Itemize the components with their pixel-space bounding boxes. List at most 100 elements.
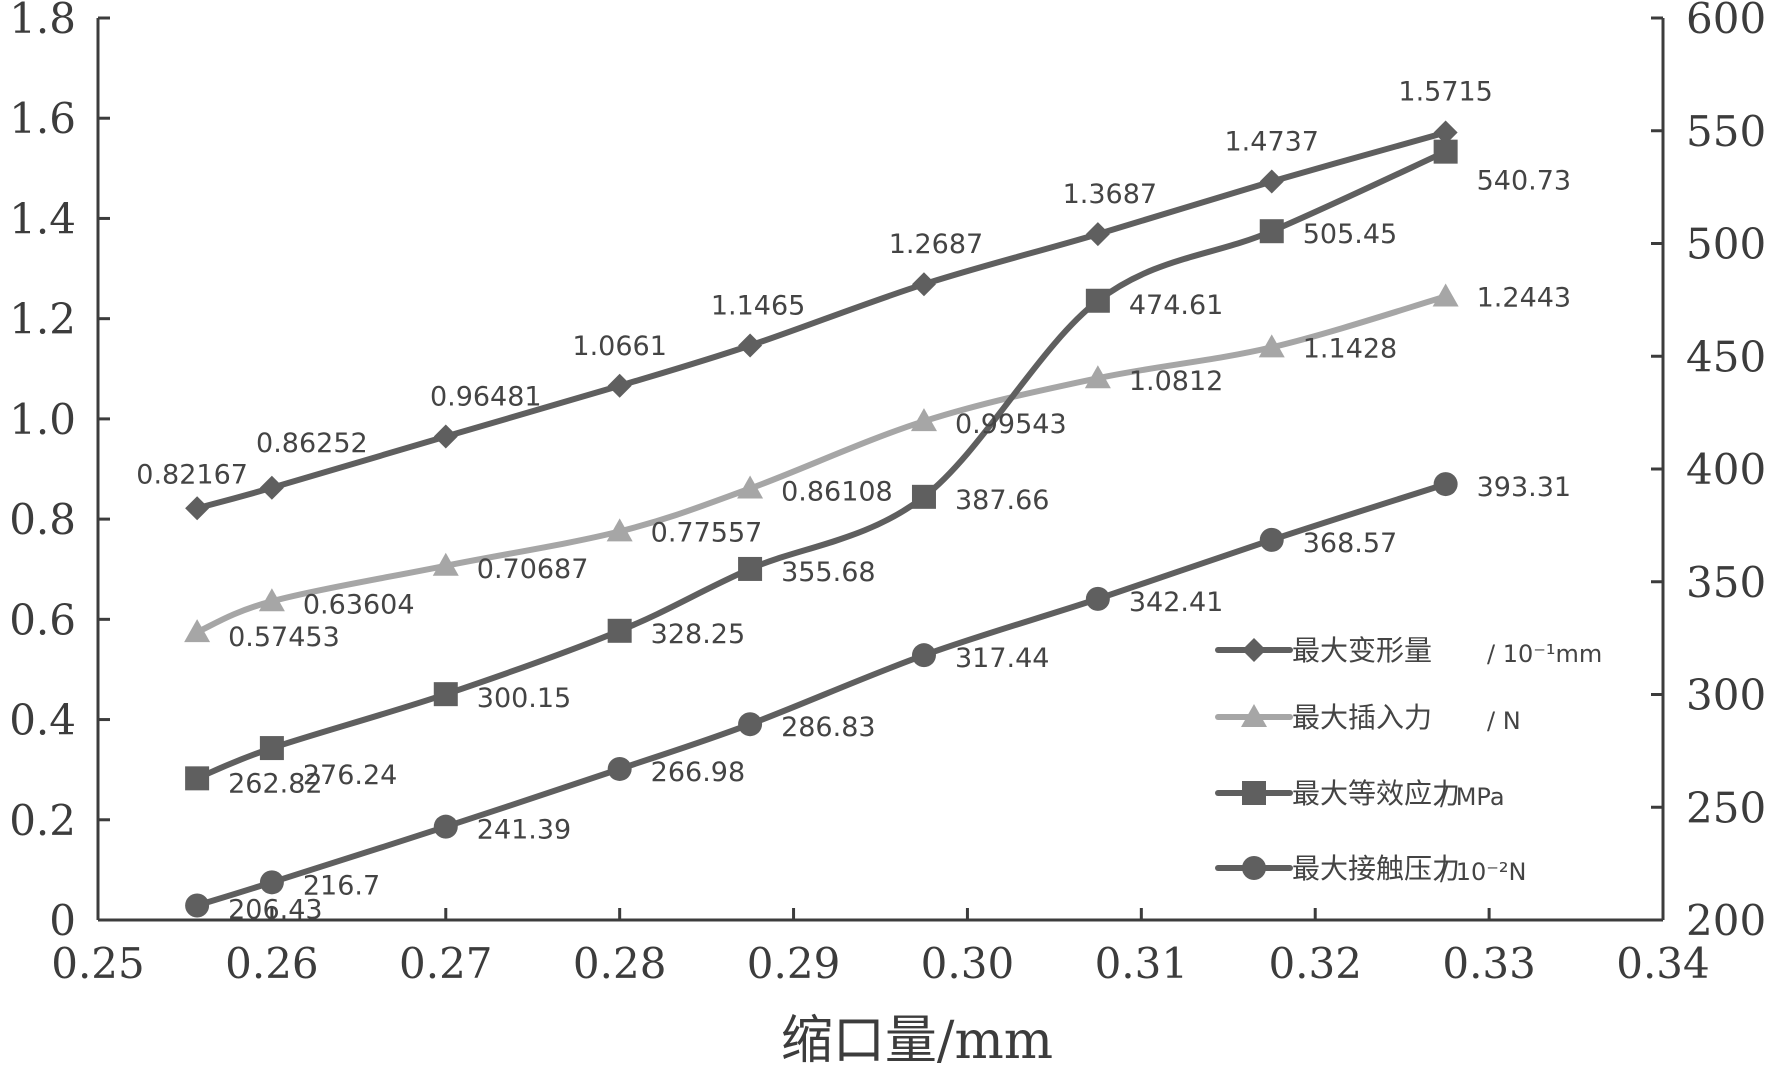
- x-axis-tick-label: 0.26: [225, 939, 319, 988]
- left-axis-tick-label: 0.4: [9, 696, 76, 745]
- data-label: 328.25: [651, 619, 745, 650]
- left-axis-tick-label: 0.8: [9, 495, 76, 544]
- legend-swatch-marker: [1242, 856, 1266, 880]
- series-marker: [1085, 288, 1110, 313]
- left-axis-tick-label: 1.6: [9, 94, 76, 143]
- series-marker: [606, 518, 633, 542]
- series-marker: [259, 736, 284, 761]
- x-axis-tick-label: 0.30: [921, 939, 1015, 988]
- data-label: 0.86252: [256, 428, 368, 459]
- left-axis-tick-label: 0.2: [9, 796, 76, 845]
- data-label: 387.66: [955, 485, 1049, 516]
- legend-unit: / MPa: [1440, 783, 1505, 811]
- data-label: 1.0661: [572, 331, 666, 362]
- series-line: [194, 481, 1449, 909]
- left-axis-tick-label: 0.6: [9, 595, 76, 644]
- data-label: 1.2687: [889, 229, 983, 260]
- legend-swatch-marker: [1242, 781, 1266, 805]
- x-axis-tick-label: 0.31: [1095, 939, 1189, 988]
- left-axis-tick-label: 1.0: [9, 395, 76, 444]
- right-axis-tick-label: 300: [1686, 671, 1766, 720]
- series-marker: [433, 814, 458, 839]
- data-label: 540.73: [1477, 166, 1571, 197]
- data-label: 241.39: [477, 815, 571, 846]
- series-marker: [1433, 139, 1458, 164]
- x-axis-tick-label: 0.29: [747, 939, 841, 988]
- series-marker: [607, 373, 632, 398]
- data-label: 0.99543: [955, 409, 1067, 440]
- series-line: [194, 148, 1449, 782]
- right-axis-tick-label: 500: [1686, 220, 1766, 269]
- series-marker: [1433, 472, 1458, 497]
- data-label: 276.24: [303, 760, 397, 791]
- series-marker: [259, 870, 284, 895]
- series-marker: [737, 475, 764, 499]
- series-marker: [1259, 527, 1284, 552]
- data-label: 216.7: [303, 870, 380, 901]
- right-axis-tick-label: 600: [1686, 0, 1766, 43]
- x-axis-tick-label: 0.28: [573, 939, 667, 988]
- x-axis-tick-label: 0.33: [1442, 939, 1536, 988]
- series-marker: [911, 272, 936, 297]
- series-marker: [1259, 219, 1284, 244]
- data-label: 0.96481: [430, 382, 542, 413]
- legend-unit: / 10⁻²N: [1440, 858, 1527, 886]
- legend-label: 最大接触压力: [1292, 852, 1460, 885]
- series-group: [184, 120, 1459, 918]
- data-label: 393.31: [1477, 472, 1571, 503]
- data-label: 1.3687: [1063, 179, 1157, 210]
- left-axis-tick-label: 1.4: [9, 194, 76, 243]
- x-axis-tick-label: 0.27: [399, 939, 493, 988]
- legend-swatch-marker: [1241, 704, 1267, 727]
- series-marker: [1432, 283, 1459, 307]
- data-label: 1.1428: [1303, 333, 1397, 364]
- data-label: 474.61: [1129, 290, 1223, 321]
- series-marker: [184, 619, 211, 643]
- data-label: 1.4737: [1225, 127, 1319, 158]
- series-marker: [607, 756, 632, 781]
- series-marker: [185, 496, 210, 521]
- series-marker: [1258, 334, 1285, 358]
- legend-item: 最大接触压力/ 10⁻²N: [1215, 852, 1527, 886]
- left-axis-tick-label: 1.2: [9, 295, 76, 344]
- series-marker: [1085, 586, 1110, 611]
- series-square: [185, 139, 1458, 791]
- axes: 0 0.2 0.4 0.6 0.8 1.0 1.2 1.4 1.6 1.8 200 250 300 350…: [9, 0, 1766, 988]
- x-axis-label: 缩口量/mm: [781, 1011, 1053, 1070]
- series-marker: [1433, 120, 1458, 145]
- series-circle: [185, 472, 1458, 918]
- series-marker: [432, 552, 459, 576]
- data-label: 355.68: [781, 557, 875, 588]
- legend-item: 最大变形量 / 10⁻¹mm: [1215, 634, 1602, 668]
- series-line: [194, 129, 1449, 512]
- legend-unit: / N: [1487, 707, 1521, 735]
- data-label: 0.63604: [303, 589, 415, 620]
- data-label: 266.98: [651, 757, 745, 788]
- legend-label: 最大插入力: [1292, 701, 1432, 734]
- left-axis-tick-label: 0: [49, 896, 76, 945]
- right-axis-tick-label: 450: [1686, 332, 1766, 381]
- legend-label: 最大变形量: [1292, 634, 1432, 667]
- data-label: 0.82167: [136, 459, 248, 490]
- series-marker: [738, 333, 763, 358]
- data-label: 300.15: [477, 683, 571, 714]
- series-marker: [1085, 222, 1110, 247]
- x-axis-tick-label: 0.25: [51, 939, 145, 988]
- legend: 最大变形量/ 10⁻¹mm 最大插入力 / N 最大等效应力/ MPa 最大接触压力/ …: [1215, 634, 1602, 886]
- data-label: 1.1465: [711, 290, 805, 321]
- series-marker: [911, 484, 936, 509]
- legend-label: 最大等效应力: [1292, 777, 1460, 810]
- data-label: 505.45: [1303, 219, 1397, 250]
- series-marker: [738, 556, 763, 581]
- data-label: 206.43: [228, 895, 322, 926]
- legend-swatch-marker: [1242, 638, 1266, 662]
- data-labels: 0.82167 0.86252 0.96481 1.0661 1.1465 1.2687 1…: [136, 77, 1571, 926]
- series-triangle: [184, 283, 1459, 643]
- right-axis-tick-label: 350: [1686, 558, 1766, 607]
- x-axis-tick-label: 0.34: [1616, 939, 1710, 988]
- data-label: 1.0812: [1129, 366, 1223, 397]
- series-marker: [433, 682, 458, 707]
- series-marker: [911, 643, 936, 668]
- data-label: 262.82: [228, 768, 322, 799]
